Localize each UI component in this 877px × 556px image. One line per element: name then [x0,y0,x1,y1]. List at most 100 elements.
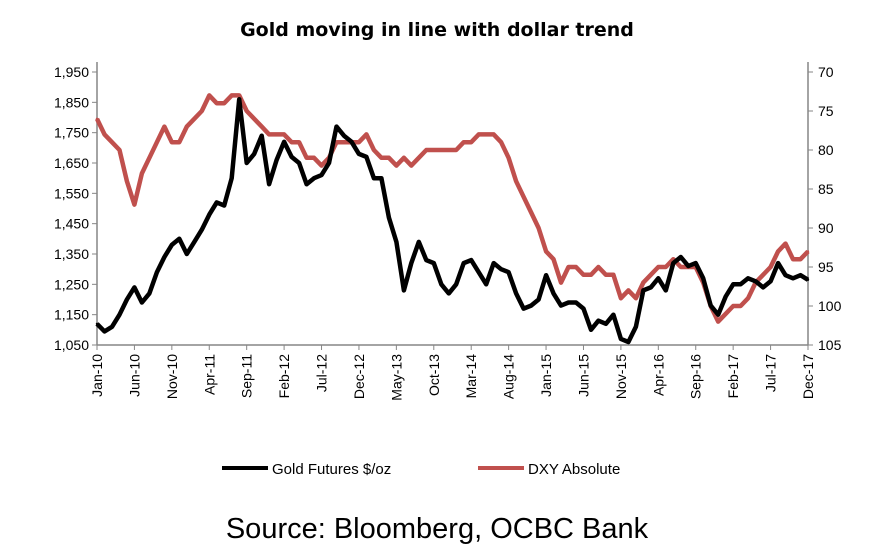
dxy-point [417,156,421,159]
dxy-point [731,304,735,308]
dxy-point [163,125,166,128]
gold-point [754,280,757,283]
gold-point [342,134,346,137]
gold-point [799,274,802,277]
right-tick-label: 80 [818,142,834,158]
gold-point [372,176,376,180]
gold-point [335,125,338,128]
dxy-point [148,156,151,159]
gold-point [178,237,181,241]
dxy-point [103,133,106,136]
gold-point [245,161,248,165]
gold-point [387,216,391,219]
x-tick-label: Feb-17 [725,354,741,399]
dxy-point [477,133,480,136]
gold-point [514,292,518,295]
x-tick-label: Dec-12 [351,354,367,399]
left-tick-label: 1,150 [54,307,89,323]
dxy-point [597,265,600,269]
gold-point [215,201,218,204]
source-note: Source: Bloomberg, OCBC Bank [226,513,649,545]
gold-point [769,280,772,283]
gold-point [193,240,196,244]
right-tick-label: 105 [818,337,842,353]
gold-point [140,301,144,304]
gold-point [410,261,413,265]
gold-point [297,161,301,165]
dxy-point [455,148,458,152]
dxy-point [342,141,346,144]
x-tick-label: Jul-12 [314,354,330,392]
gold-point [507,271,510,274]
gold-point [552,292,555,295]
dxy-point [282,133,286,136]
gold-point [470,258,473,262]
gold-point [791,277,795,280]
gold-point [709,304,712,307]
gold-point [806,278,810,281]
left-tick-label: 1,450 [54,216,89,232]
gold-point [544,274,548,277]
gold-point [716,313,720,316]
gold-point [208,213,211,216]
dxy-point [357,141,361,144]
gold-point [559,304,563,307]
dxy-point [395,164,398,167]
dxy-point [155,141,159,144]
dxy-point [95,117,99,121]
gold-point [170,243,174,247]
left-tick-label: 1,650 [54,155,89,171]
gold-point [103,330,106,333]
dxy-point [612,273,615,276]
dxy-point [372,148,376,152]
legend-label-dxy: DXY Absolute [528,461,620,478]
gold-point [185,252,189,256]
dxy-point [664,265,667,269]
gold-point [529,304,533,307]
right-tick-label: 95 [818,259,834,275]
dxy-point [537,226,540,230]
dxy-point [507,156,510,159]
dxy-point [380,156,383,159]
left-tick-label: 1,850 [54,94,89,110]
gold-point [395,240,398,244]
dxy-point [784,242,787,245]
gold-point [574,301,578,304]
dxy-point [567,265,570,269]
dxy-point [582,273,585,276]
dxy-point [118,148,121,152]
dxy-point [133,203,136,206]
dxy-point [470,141,473,144]
dxy-point [335,141,338,144]
dxy-point [297,141,301,144]
dxy-point [499,141,503,144]
gold-point [702,277,705,280]
gold-point [118,313,121,316]
x-tick-label: Sep-11 [239,354,255,398]
legend: Gold Futures $/oz DXY Absolute [222,461,620,478]
dxy-point [492,133,495,136]
gold-point [230,176,233,180]
gold-point [627,340,630,344]
gold-point [312,176,316,180]
right-tick-label: 100 [818,298,842,314]
left-tick-label: 1,350 [54,246,89,262]
gold-point [597,319,600,322]
dxy-point [552,258,555,261]
gold-point [537,298,540,301]
gold-point [440,283,443,286]
dxy-point [627,289,630,292]
dxy-point [410,164,413,167]
dxy-point [679,265,682,269]
dxy-point [724,312,727,315]
gold-point [784,274,787,277]
dxy-point [387,156,391,159]
dxy-point [544,250,548,253]
x-tick-label: Jun-15 [575,354,591,397]
x-tick-label: Mar-14 [463,354,479,399]
dxy-point [200,109,203,113]
gold-point [200,228,203,231]
dxy-point [559,281,563,284]
gold-point [223,204,226,207]
left-tick-label: 1,250 [54,276,89,292]
